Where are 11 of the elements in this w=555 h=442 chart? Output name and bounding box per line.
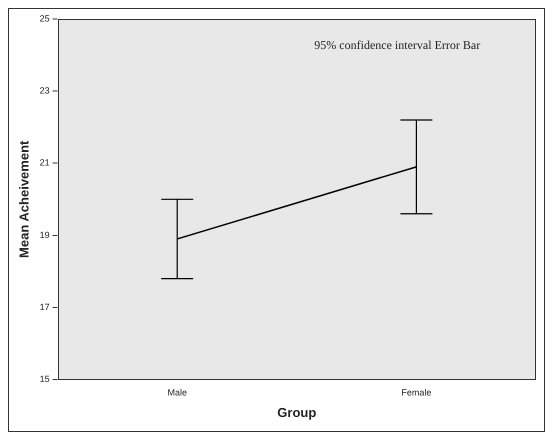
y-tick-label: 25 bbox=[40, 13, 50, 24]
x-tick-label: Male bbox=[167, 387, 187, 398]
y-tick-label: 19 bbox=[40, 230, 50, 240]
annotation: 95% confidence interval Error Bar bbox=[314, 38, 480, 52]
y-axis-title: Mean Acheivement bbox=[16, 140, 32, 258]
y-tick-label: 23 bbox=[40, 86, 50, 96]
y-tick-label: 15 bbox=[40, 374, 50, 384]
x-axis-title: Group bbox=[277, 404, 316, 420]
x-tick-label: Female bbox=[401, 387, 432, 398]
y-tick-label: 21 bbox=[40, 158, 50, 168]
y-tick-label: 17 bbox=[40, 302, 50, 312]
